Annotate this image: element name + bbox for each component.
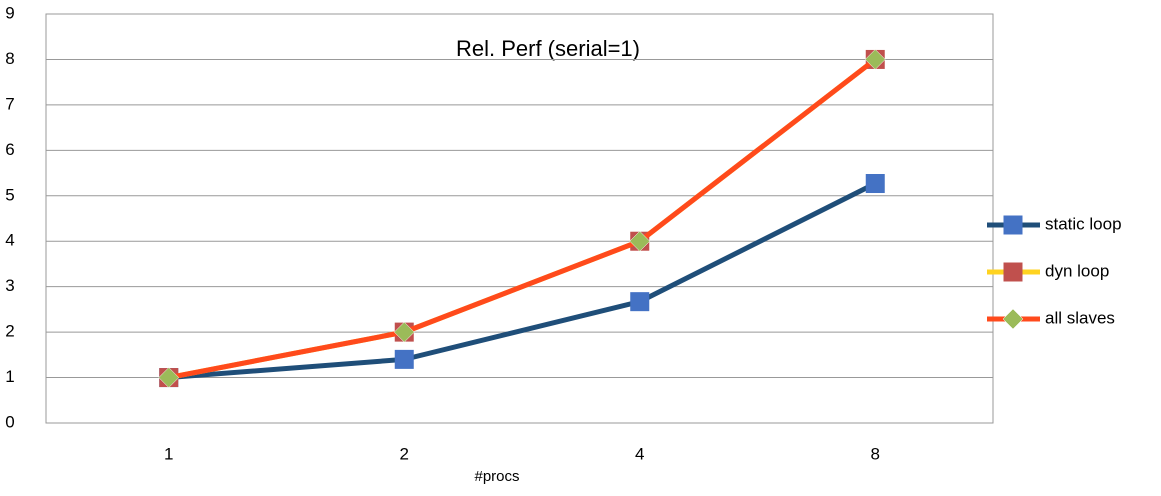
legend-marker <box>1004 263 1022 281</box>
legend-label: static loop <box>1045 214 1122 233</box>
marker <box>631 293 649 311</box>
x-tick-label: 2 <box>400 444 409 463</box>
y-tick-label: 2 <box>5 322 14 341</box>
y-tick-label: 8 <box>5 49 14 68</box>
y-tick-label: 3 <box>5 276 14 295</box>
legend-marker <box>1004 216 1022 234</box>
y-tick-label: 9 <box>5 3 14 22</box>
chart: Rel. Perf (serial=1) #procs 0 1 2 3 4 5 6 7 8 9 1 2… <box>0 0 1161 491</box>
x-tick-label: 1 <box>164 444 173 463</box>
series-line <box>169 184 876 378</box>
legend-marker <box>1003 309 1023 329</box>
marker <box>395 350 413 368</box>
legend-label: dyn loop <box>1045 261 1109 280</box>
x-tick-label: 4 <box>635 444 644 463</box>
marker <box>866 175 884 193</box>
y-tick-label: 0 <box>5 412 14 431</box>
y-tick-label: 4 <box>5 231 14 250</box>
x-axis-label: #procs <box>474 468 519 485</box>
y-tick-label: 7 <box>5 94 14 113</box>
y-tick-label: 6 <box>5 140 14 159</box>
x-tick-label: 8 <box>871 444 880 463</box>
y-tick-label: 1 <box>5 367 14 386</box>
y-tick-label: 5 <box>5 185 14 204</box>
chart-title: Rel. Perf (serial=1) <box>456 36 640 61</box>
legend-label: all slaves <box>1045 308 1115 327</box>
